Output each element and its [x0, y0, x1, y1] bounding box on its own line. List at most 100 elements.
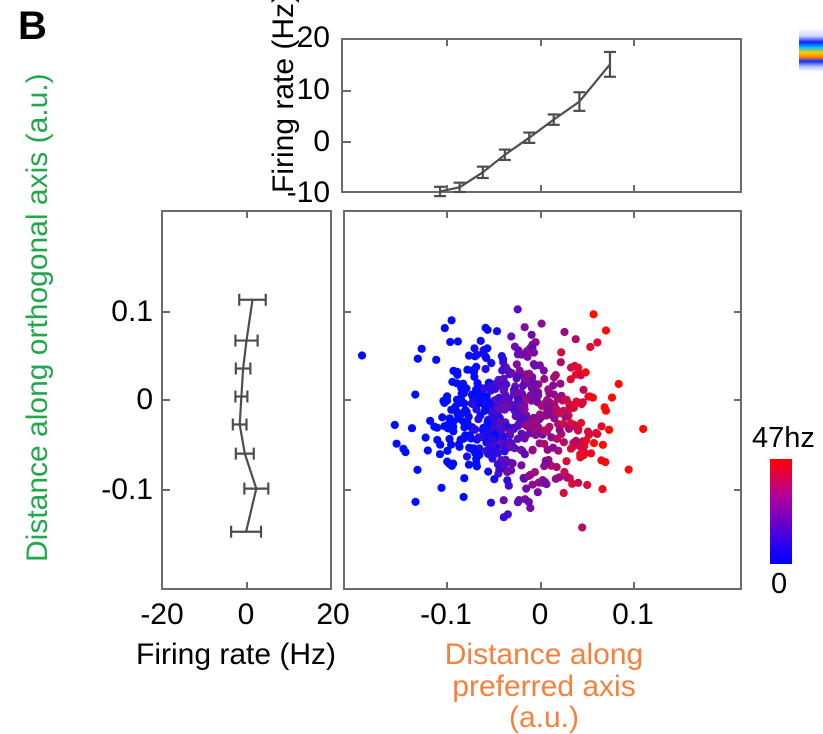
scatter-point	[578, 523, 587, 532]
scatter-point	[601, 326, 611, 335]
scatter-point	[504, 366, 513, 375]
scatter-point	[592, 428, 601, 438]
scatter-point	[559, 488, 568, 498]
scatter-point	[492, 327, 502, 336]
main-panel-xtick-mark-neg01-bottom	[446, 582, 448, 590]
scatter-point	[487, 408, 496, 417]
scatter-point	[472, 350, 481, 359]
scatter-point	[556, 409, 565, 418]
scatter-point	[607, 393, 617, 402]
scatter-point	[624, 465, 633, 474]
scatter-point	[446, 337, 455, 347]
scatter-point	[512, 360, 521, 369]
scatter-point	[544, 385, 553, 394]
scatter-point	[433, 435, 442, 445]
main-panel-xtick-0: 0	[531, 598, 549, 631]
scatter-point	[468, 400, 477, 409]
scatter-point	[411, 497, 420, 506]
scatter-point	[598, 440, 607, 449]
scatter-point	[426, 416, 435, 425]
colorbar-min-label: 0	[771, 568, 788, 600]
scatter-point	[481, 404, 490, 413]
scatter-point	[464, 351, 474, 360]
scatter-point	[478, 433, 487, 442]
scatter-point	[520, 434, 529, 443]
scatter-point	[543, 395, 552, 405]
scatter-point	[519, 414, 528, 423]
scatter-point	[440, 324, 449, 333]
scatter-point	[559, 438, 568, 447]
scatter-point	[468, 393, 478, 402]
scatter-point	[574, 424, 583, 433]
scatter-point	[490, 475, 499, 484]
scatter-point	[411, 390, 420, 399]
scatter-point	[530, 361, 540, 370]
scatter-point	[483, 344, 492, 353]
scatter-point	[528, 446, 537, 455]
scatter-point	[515, 366, 524, 375]
scatter-point	[461, 431, 470, 440]
left-panel-ytick-mark-neg01	[161, 489, 170, 491]
scatter-point	[540, 439, 549, 448]
scatter-point	[499, 432, 508, 441]
top-panel-xtick-mark-neg01-bottom	[446, 185, 448, 193]
scatter-point	[407, 424, 417, 433]
scatter-point	[499, 374, 508, 383]
left-panel-ytick-mark-0	[161, 399, 170, 401]
scatter-point	[587, 449, 596, 458]
scatter-point	[417, 344, 426, 353]
scatter-point	[565, 404, 574, 414]
scatter-point	[474, 415, 483, 424]
scatter-point	[520, 323, 529, 332]
main-panel-xtick-mark-01-top	[633, 210, 635, 218]
scatter-point	[437, 483, 446, 492]
left-panel-ytick-01: 0.1	[111, 295, 153, 328]
main-panel-ytick-mark-0-right	[734, 399, 742, 401]
left-panel-ytick-neg01: -0.1	[101, 473, 153, 506]
scatter-point	[449, 405, 459, 414]
scatter-point	[508, 459, 517, 468]
preferred-axis-label-text: Distance along preferred axis (a.u.)	[444, 638, 644, 734]
top-panel-ytick-mark-neg10	[341, 191, 351, 193]
left-panel-xtick-mark-0-top	[246, 210, 248, 218]
scatter-point	[525, 369, 534, 378]
left-panel-xtick-mark-0-bottom	[246, 582, 248, 590]
scatter-point	[532, 397, 541, 406]
scatter-point	[540, 477, 550, 487]
scatter-point	[582, 436, 591, 445]
scatter-point	[562, 395, 571, 404]
scatter-point	[579, 385, 588, 394]
top-panel-ytick-10: 10	[296, 73, 330, 106]
scatter-point	[495, 393, 504, 402]
scatter-point	[430, 422, 439, 431]
preferred-axis-label: Distance along preferred axis (a.u.)	[414, 639, 674, 734]
scatter-point	[531, 417, 540, 426]
scatter-point	[487, 447, 496, 456]
scatter-point	[555, 425, 564, 435]
scatter-point	[614, 379, 623, 389]
scatter-point	[574, 363, 583, 372]
scatter-point	[438, 413, 447, 422]
panel-letter: B	[18, 4, 47, 48]
scatter-point	[552, 463, 561, 472]
top-panel-ytick-mark-10	[341, 90, 351, 92]
scatter-point	[447, 316, 456, 325]
scatter-point	[601, 406, 611, 415]
top-panel-ytick-0: 0	[313, 125, 330, 158]
scatter-point	[486, 498, 496, 507]
scatter-point	[551, 371, 560, 380]
scatter-points	[357, 305, 648, 532]
scatter-point	[487, 359, 496, 368]
scatter-point	[488, 435, 497, 444]
scatter-point	[460, 474, 469, 483]
scatter-point	[518, 381, 528, 390]
scatter-point	[435, 450, 445, 459]
main-panel-ytick-mark-01-left	[343, 311, 351, 313]
scatter-point	[586, 342, 595, 352]
scatter-point	[589, 439, 599, 448]
scatter-point	[560, 467, 569, 477]
main-panel-xtick-mark-neg01-top	[446, 210, 448, 218]
scatter-point	[517, 461, 526, 470]
scatter-point	[448, 377, 457, 386]
scatter-point	[495, 418, 504, 427]
